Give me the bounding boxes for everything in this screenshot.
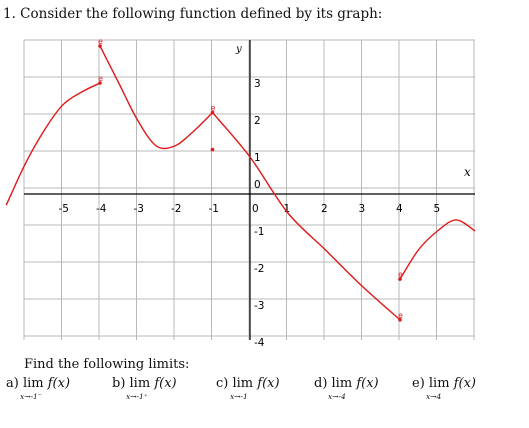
y-tick-label: 2 [254, 115, 261, 127]
limit-d: d) lim f(x) x→-4 [314, 376, 379, 401]
graph-point [210, 110, 215, 115]
limit-sub: x→-1 [230, 392, 248, 401]
limit-sub: x→-1⁻ [20, 392, 42, 401]
limit-c: c) lim f(x) x→-1 [216, 376, 280, 401]
question-text: 1. Consider the following function defin… [3, 6, 383, 22]
point-label: e [398, 311, 403, 320]
y-tick-label: -3 [254, 300, 264, 312]
y-tick-label: -4 [254, 337, 265, 349]
curve-segment-4 [399, 219, 476, 280]
limit-label: d) lim [314, 376, 353, 391]
x-tick-label: -4 [96, 203, 107, 215]
x-axis-label: x [464, 165, 471, 179]
point-label: e [398, 270, 403, 279]
limit-func: f(x) [257, 376, 280, 391]
limit-func: f(x) [356, 376, 379, 391]
x-tick-label: 3 [359, 203, 366, 215]
graph-point [398, 318, 402, 322]
limit-a: a) lim f(x) x→-1⁻ [6, 376, 71, 401]
limit-sub: x→4 [426, 392, 442, 401]
limit-label: b) lim [112, 376, 151, 391]
x-tick-label: -5 [59, 203, 69, 215]
curve-segment-2 [99, 45, 213, 150]
x-tick-label: 1 [284, 203, 291, 215]
y-tick-label: 3 [254, 78, 261, 90]
limit-func: f(x) [47, 376, 71, 391]
y-tick-label: -1 [254, 226, 264, 238]
y-tick-label: -2 [254, 263, 264, 275]
y-tick-label: 1 [254, 152, 261, 164]
limit-b: b) lim f(x) x→-1⁺ [112, 376, 177, 401]
graph-point [398, 277, 402, 281]
limit-sub: x→-4 [328, 392, 346, 401]
limit-func: f(x) [154, 376, 177, 391]
graph-point [98, 81, 102, 85]
x-tick-label: 5 [434, 203, 441, 215]
y-axis-label: y [235, 44, 242, 55]
limit-e: e) lim f(x) x→4 [412, 376, 476, 401]
x-tick-label: -3 [134, 203, 144, 215]
limit-label: e) lim [412, 376, 450, 391]
graph-point [210, 147, 215, 152]
y-tick-label: 0 [254, 179, 261, 191]
x-tick-label: -2 [171, 203, 181, 215]
x-tick-label: 4 [396, 203, 403, 215]
limit-label: c) lim [216, 376, 254, 391]
point-label: e [98, 37, 103, 46]
limit-label: a) lim [6, 376, 44, 391]
curve-segment-3 [211, 112, 401, 321]
find-limits-heading: Find the following limits: [24, 357, 190, 372]
limit-func: f(x) [453, 376, 476, 391]
point-label: e [211, 104, 216, 113]
limit-sub: x→-1⁺ [126, 392, 148, 401]
x-tick-label: -1 [209, 203, 219, 215]
curve-segment-1 [5, 82, 101, 206]
x-tick-label: 2 [321, 203, 328, 215]
graph-point [98, 44, 102, 48]
point-label: e [98, 74, 103, 83]
x-tick-label: 0 [252, 203, 259, 215]
